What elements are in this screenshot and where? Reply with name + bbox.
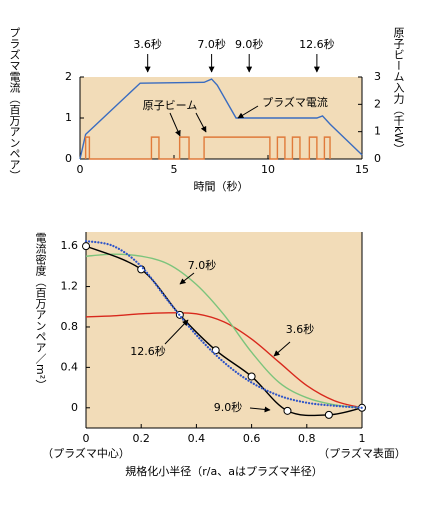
arrow: [164, 319, 189, 345]
time-marker-label: 12.6秒: [299, 37, 335, 51]
x-tick-label: 0: [83, 432, 90, 445]
x-axis-label: 時間（秒）: [194, 179, 249, 193]
x-tick-label: 0: [77, 163, 84, 176]
x-end-label: （プラズマ表面）: [318, 446, 406, 460]
x-tick-label: 0.8: [298, 432, 316, 445]
x-tick-label: 5: [171, 163, 178, 176]
series-label: 3.6秒: [286, 322, 315, 336]
data-point: [211, 346, 220, 355]
y2-tick-label: 1: [374, 125, 381, 138]
arrow: [237, 105, 259, 119]
time-marker-label: 3.6秒: [133, 37, 162, 51]
series-line: [84, 239, 364, 409]
x-axis-label: 規格化小半径（r/a、aはプラズマ半径）: [125, 464, 323, 478]
series-label: 原子ビーム: [143, 99, 198, 112]
series-label: 12.6秒: [130, 344, 166, 358]
y-tick-label: 1: [65, 111, 72, 124]
x-tick-label: 15: [355, 163, 369, 176]
x-tick-label: 10: [261, 163, 275, 176]
y2-tick-label: 2: [374, 97, 381, 110]
x-tick-label: 0.4: [188, 432, 206, 445]
arrow: [169, 112, 181, 137]
series-line: [85, 253, 363, 409]
series-line: [84, 136, 331, 160]
time-marker-label: 9.0秒: [235, 37, 264, 51]
series-label: プラズマ電流: [262, 95, 328, 109]
y-tick-label: 1.6: [61, 239, 79, 252]
data-point: [324, 410, 333, 419]
y2-axis-label: 原子ビーム入力（千kW）: [392, 27, 405, 154]
series-label: 7.0秒: [188, 258, 217, 272]
x-tick-label: 0.6: [243, 432, 261, 445]
data-point: [247, 372, 256, 381]
series-line: [79, 78, 363, 160]
arrow: [249, 406, 271, 413]
x-end-label: （プラズマ中心）: [42, 446, 130, 460]
time-marker-label: 7.0秒: [197, 37, 226, 51]
y-tick-label: 0.4: [61, 360, 79, 373]
y-tick-label: 0: [71, 401, 78, 414]
y-tick-label: 0: [65, 152, 72, 165]
y2-tick-label: 3: [374, 70, 381, 83]
plot-background: [80, 77, 362, 159]
y-axis-label: 電流密度（百万アンペア／m²）: [34, 232, 47, 390]
data-point: [82, 242, 90, 251]
series-line: [85, 312, 363, 409]
y-tick-label: 0.8: [61, 320, 79, 333]
y-tick-label: 1.2: [61, 280, 79, 293]
y2-tick-label: 0: [374, 152, 381, 165]
arrow: [179, 272, 195, 285]
arrow: [195, 112, 207, 133]
y-tick-label: 2: [65, 70, 72, 83]
series-label: 9.0秒: [214, 400, 243, 414]
y-axis-label: プラズマ電流（百万アンペア）: [8, 27, 21, 181]
x-tick-label: 0.2: [132, 432, 150, 445]
arrow: [273, 341, 291, 357]
x-tick-label: 1: [359, 432, 366, 445]
data-point: [283, 406, 292, 415]
